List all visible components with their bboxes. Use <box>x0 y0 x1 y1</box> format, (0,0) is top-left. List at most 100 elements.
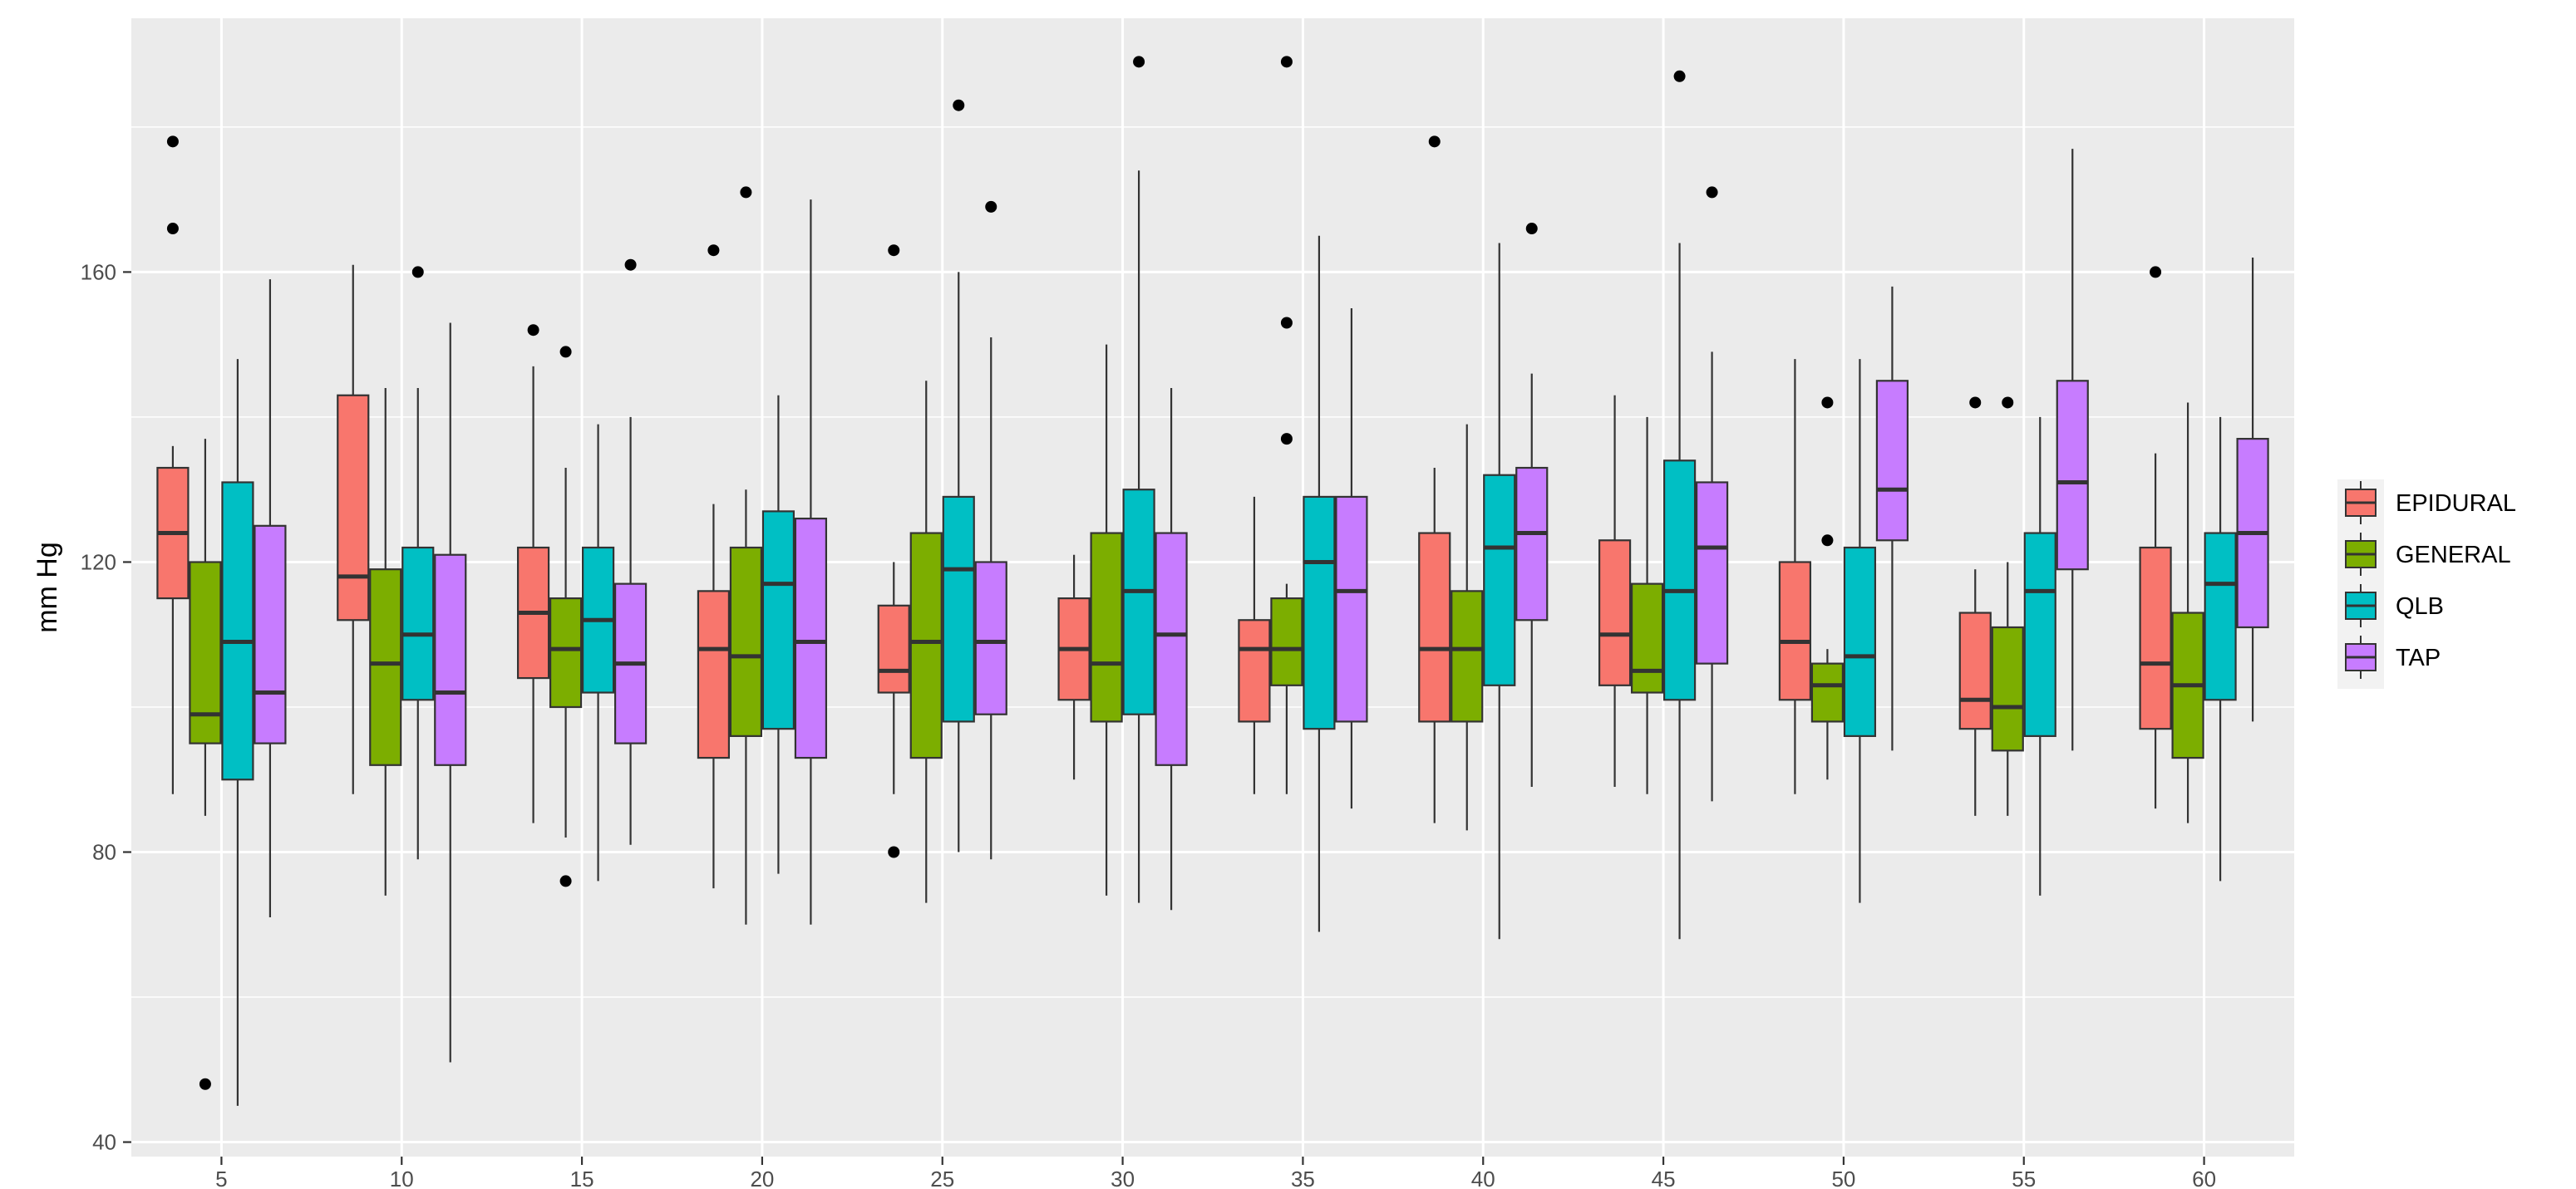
outlier-point <box>527 324 539 337</box>
box-body <box>1810 662 1845 723</box>
outlier-point <box>1706 186 1718 199</box>
box-qlb-55 <box>2023 416 2056 896</box>
outlier-point <box>166 223 179 235</box>
box-body <box>1122 489 1155 715</box>
box-body <box>369 568 402 766</box>
box-body <box>1090 532 1123 723</box>
box-body <box>877 604 910 694</box>
box-qlb-25 <box>942 99 975 852</box>
outlier-point <box>1821 396 1834 409</box>
box-general-55 <box>1991 396 2024 816</box>
box-body <box>2023 532 2056 737</box>
y-axis-title: mm Hg <box>32 542 63 633</box>
outlier-point <box>953 99 965 111</box>
outlier-point <box>1280 56 1293 68</box>
outlier-point <box>888 244 900 257</box>
y-tick-label: 160 <box>81 259 116 284</box>
outlier-point <box>888 846 900 858</box>
box-body <box>794 518 828 759</box>
outlier-point <box>559 346 572 358</box>
outlier-point <box>1673 70 1686 82</box>
x-tick-label: 55 <box>2012 1167 2036 1189</box>
legend-label: EPIDURAL <box>2396 490 2516 517</box>
box-qlb-50 <box>1843 359 1877 903</box>
box-qlb-5 <box>221 359 254 1106</box>
box-tap-5 <box>254 279 287 918</box>
box-body <box>909 532 943 759</box>
box-body <box>1303 495 1336 730</box>
box-tap-10 <box>434 322 467 1063</box>
box-general-50 <box>1810 396 1845 780</box>
legend-item-tap: TAP <box>2345 636 2441 679</box>
box-general-5 <box>189 439 222 1090</box>
box-body <box>1958 612 1992 730</box>
box-body <box>1155 532 1188 766</box>
x-tick-label: 5 <box>215 1167 227 1189</box>
box-body <box>974 561 1007 715</box>
outlier-point <box>166 135 179 148</box>
legend-item-general: GENERAL <box>2345 533 2511 576</box>
box-epidural-45 <box>1598 395 1632 787</box>
outlier-point <box>707 244 720 257</box>
x-tick-label: 10 <box>390 1167 414 1189</box>
box-qlb-10 <box>401 266 435 860</box>
box-qlb-45 <box>1662 70 1697 940</box>
box-general-60 <box>2171 402 2204 823</box>
x-tick-label: 20 <box>750 1167 774 1189</box>
box-body <box>1515 466 1549 622</box>
box-body <box>1630 582 1664 694</box>
box-body <box>1662 459 1697 701</box>
box-epidural-40 <box>1418 135 1451 823</box>
outlier-point <box>199 1078 211 1090</box>
x-tick-label: 60 <box>2192 1167 2216 1189</box>
box-body <box>1843 546 1877 737</box>
box-body <box>1238 619 1271 723</box>
box-body <box>1778 561 1812 701</box>
x-tick-label: 50 <box>1831 1167 1855 1189</box>
box-qlb-20 <box>761 395 795 874</box>
box-body <box>2056 380 2089 571</box>
box-qlb-15 <box>581 424 615 882</box>
outlier-point <box>1133 56 1145 68</box>
legend-item-qlb: QLB <box>2345 584 2444 627</box>
box-epidural-30 <box>1057 554 1091 780</box>
box-body <box>942 495 975 723</box>
box-body <box>1418 532 1451 723</box>
box-tap-60 <box>2236 257 2269 722</box>
outlier-point <box>1969 396 1982 409</box>
box-epidural-55 <box>1958 396 1992 816</box>
box-body <box>401 546 435 701</box>
box-general-20 <box>729 186 763 925</box>
box-epidural-20 <box>697 244 731 889</box>
plot-panel <box>131 18 2294 1157</box>
box-general-40 <box>1451 424 1484 831</box>
x-tick-label: 30 <box>1111 1167 1135 1189</box>
box-tap-30 <box>1155 388 1188 911</box>
box-general-45 <box>1630 416 1664 794</box>
box-epidural-25 <box>877 244 910 858</box>
outlier-point <box>740 186 752 199</box>
outlier-point <box>2002 396 2014 409</box>
y-tick-label: 40 <box>92 1130 116 1155</box>
outlier-point <box>1280 433 1293 445</box>
legend-label: TAP <box>2396 645 2441 671</box>
box-tap-40 <box>1515 223 1549 787</box>
outlier-point <box>1525 223 1538 235</box>
box-body <box>221 481 254 781</box>
legend: EPIDURAL GENERAL QLB TAP <box>2337 479 2516 689</box>
x-tick-label: 45 <box>1652 1167 1676 1189</box>
box-body <box>729 546 763 737</box>
outlier-point <box>1428 135 1441 148</box>
box-body <box>434 553 467 766</box>
box-general-30 <box>1090 344 1123 896</box>
box-epidural-60 <box>2139 266 2172 809</box>
box-qlb-35 <box>1303 235 1336 932</box>
box-body <box>1270 597 1303 686</box>
outlier-point <box>411 266 424 278</box>
outlier-point <box>1821 534 1834 547</box>
y-tick-label: 120 <box>81 549 116 574</box>
legend-item-epidural: EPIDURAL <box>2345 481 2516 524</box>
box-body <box>1991 626 2024 752</box>
box-tap-25 <box>974 200 1007 860</box>
